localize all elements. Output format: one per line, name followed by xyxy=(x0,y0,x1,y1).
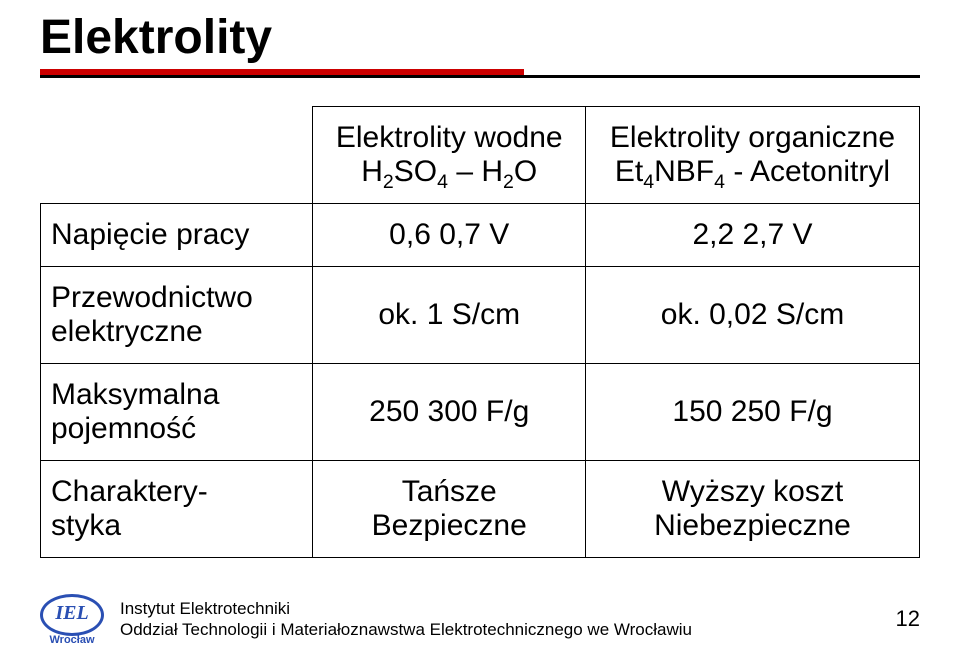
col1-header: Elektrolity wodne H2SO4 – H2O xyxy=(313,107,585,204)
cell-value: Wyższy koszt Niebezpieczne xyxy=(585,461,919,558)
slide-footer: IEL Wrocław Instytut Elektrotechniki Odd… xyxy=(40,594,920,644)
row-label: Przewodnictwo elektryczne xyxy=(41,267,313,364)
footer-line2: Oddział Technologii i Materiałoznawstwa … xyxy=(120,619,692,640)
rule-black xyxy=(40,75,920,78)
cell-value: ok. 1 S/cm xyxy=(313,267,585,364)
slide: Elektrolity Elektrolity wodne H2SO4 – H2… xyxy=(0,0,960,658)
col1-header-line1: Elektrolity wodne xyxy=(336,121,563,154)
page-number: 12 xyxy=(896,606,920,632)
footer-institution-text: Instytut Elektrotechniki Oddział Technol… xyxy=(120,598,692,641)
cell-value: ok. 0,02 S/cm xyxy=(585,267,919,364)
cell-value: 250 300 F/g xyxy=(313,364,585,461)
table-corner-empty xyxy=(41,107,313,204)
cell-value: 2,2 2,7 V xyxy=(585,204,919,267)
table-row: Przewodnictwo elektryczne ok. 1 S/cm ok.… xyxy=(41,267,920,364)
col2-header-line1: Elektrolity organiczne xyxy=(610,121,895,154)
table-header-row: Elektrolity wodne H2SO4 – H2O Elektrolit… xyxy=(41,107,920,204)
cell-value: Tańsze Bezpieczne xyxy=(313,461,585,558)
table-row: Napięcie pracy 0,6 0,7 V 2,2 2,7 V xyxy=(41,204,920,267)
row-label: Napięcie pracy xyxy=(41,204,313,267)
institute-logo: IEL Wrocław xyxy=(40,594,104,644)
cell-value: 150 250 F/g xyxy=(585,364,919,461)
logo-text-iel: IEL xyxy=(40,602,104,625)
footer-line1: Instytut Elektrotechniki xyxy=(120,598,692,619)
table-row: Maksymalna pojemność 250 300 F/g 150 250… xyxy=(41,364,920,461)
table-row: Charaktery-styka Tańsze Bezpieczne Wyższ… xyxy=(41,461,920,558)
title-rule xyxy=(40,69,920,78)
col1-header-formula: H2SO4 – H2O xyxy=(361,155,537,188)
logo-text-city: Wrocław xyxy=(40,634,104,646)
col2-header: Elektrolity organiczne Et4NBF4 - Acetoni… xyxy=(585,107,919,204)
row-label: Maksymalna pojemność xyxy=(41,364,313,461)
slide-title: Elektrolity xyxy=(40,10,920,65)
electrolytes-table: Elektrolity wodne H2SO4 – H2O Elektrolit… xyxy=(40,106,920,558)
row-label: Charaktery-styka xyxy=(41,461,313,558)
col2-header-formula: Et4NBF4 - Acetonitryl xyxy=(615,155,890,188)
cell-value: 0,6 0,7 V xyxy=(313,204,585,267)
content-area: Elektrolity wodne H2SO4 – H2O Elektrolit… xyxy=(40,106,920,558)
